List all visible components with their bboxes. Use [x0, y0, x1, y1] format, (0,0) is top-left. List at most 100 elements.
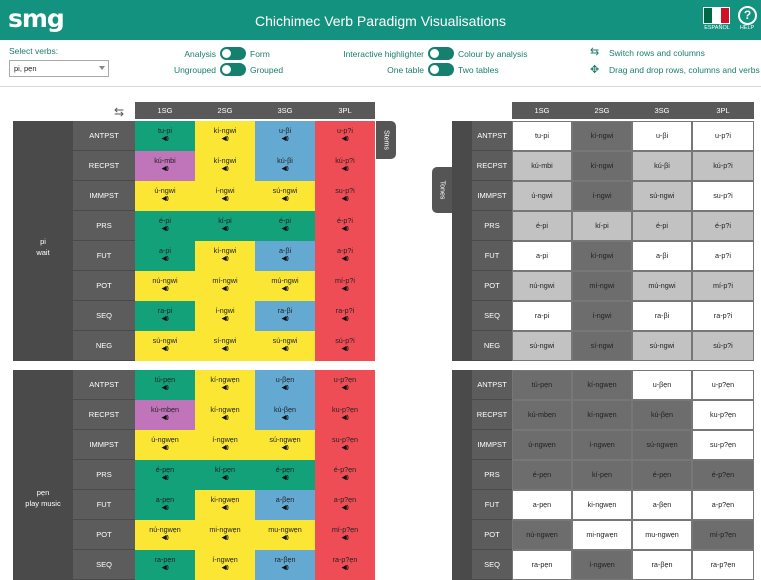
paradigm-cell[interactable]: é-pẹn ◀)): [135, 460, 195, 490]
tone-cell[interactable]: é-pẹn: [512, 460, 572, 490]
paradigm-cell[interactable]: mí-ngwi ◀)): [195, 271, 255, 301]
tone-cell[interactable]: kú-mbẹn: [512, 400, 572, 430]
row-header[interactable]: SEQ: [472, 550, 512, 580]
row-header[interactable]: NEG: [472, 331, 512, 361]
tone-cell[interactable]: kí-ngwẹn: [572, 400, 632, 430]
grouped-toggle[interactable]: [220, 63, 246, 76]
tone-cell[interactable]: mí-p?ẹn: [692, 520, 754, 550]
speaker-icon[interactable]: ◀)): [161, 166, 169, 172]
verb-label-column[interactable]: pẹn play music: [13, 370, 73, 580]
paradigm-cell[interactable]: ú-ngwi ◀)): [135, 181, 195, 211]
tone-cell[interactable]: a-pi: [512, 241, 572, 271]
paradigm-cell[interactable]: é-pẹn ◀)): [255, 460, 315, 490]
speaker-icon[interactable]: ◀)): [161, 535, 169, 541]
speaker-icon[interactable]: ◀)): [341, 196, 349, 202]
tone-cell[interactable]: ra-pẹn: [512, 550, 572, 580]
tone-cell[interactable]: é-pi: [512, 211, 572, 241]
tone-cell[interactable]: su-p?i: [692, 181, 754, 211]
paradigm-cell[interactable]: ra-βẹn ◀)): [255, 550, 315, 580]
paradigm-cell[interactable]: ki-ngwẹn ◀)): [195, 490, 255, 520]
speaker-icon[interactable]: ◀)): [221, 196, 229, 202]
speaker-icon[interactable]: ◀)): [161, 475, 169, 481]
speaker-icon[interactable]: ◀)): [221, 346, 229, 352]
tone-cell[interactable]: sú-p?i: [692, 331, 754, 361]
smg-logo[interactable]: smg: [8, 4, 65, 33]
row-header[interactable]: FUT: [73, 490, 135, 520]
paradigm-cell[interactable]: su-p?ẹn ◀)): [315, 430, 375, 460]
paradigm-cell[interactable]: nú-ngwi ◀)): [135, 271, 195, 301]
move-arrows-icon[interactable]: ✥: [590, 64, 600, 76]
tone-cell[interactable]: kú-βẹn: [632, 400, 692, 430]
row-header[interactable]: ANTPST: [472, 121, 512, 151]
paradigm-cell[interactable]: kú-βi ◀)): [255, 151, 315, 181]
row-header[interactable]: SEQ: [73, 550, 135, 580]
tone-cell[interactable]: ú-ngwẹn: [512, 430, 572, 460]
tone-cell[interactable]: tu-pi: [512, 121, 572, 151]
speaker-icon[interactable]: ◀)): [161, 226, 169, 232]
speaker-icon[interactable]: ◀)): [221, 256, 229, 262]
paradigm-cell[interactable]: ra-p?i ◀)): [315, 301, 375, 331]
tone-cell[interactable]: a-p?i: [692, 241, 754, 271]
paradigm-cell[interactable]: é-pi ◀)): [255, 211, 315, 241]
paradigm-cell[interactable]: kí-ngwi ◀)): [195, 121, 255, 151]
tone-cell[interactable]: ra-βi: [632, 301, 692, 331]
row-header[interactable]: ANTPST: [73, 370, 135, 400]
paradigm-cell[interactable]: sú-ngwi ◀)): [255, 331, 315, 361]
tab-stems[interactable]: Stems: [376, 121, 396, 159]
tone-cell[interactable]: kí-ngwi: [572, 121, 632, 151]
tone-cell[interactable]: a-pẹn: [512, 490, 572, 520]
speaker-icon[interactable]: ◀)): [221, 226, 229, 232]
paradigm-cell[interactable]: é-p?ẹn ◀)): [315, 460, 375, 490]
speaker-icon[interactable]: ◀)): [281, 286, 289, 292]
row-header[interactable]: PRS: [73, 211, 135, 241]
row-header[interactable]: POT: [472, 520, 512, 550]
tone-cell[interactable]: kí-ngwi: [572, 241, 632, 271]
speaker-icon[interactable]: ◀)): [161, 286, 169, 292]
paradigm-cell[interactable]: kí-pi ◀)): [195, 211, 255, 241]
row-header[interactable]: RECPST: [73, 400, 135, 430]
speaker-icon[interactable]: ◀)): [281, 445, 289, 451]
tone-cell[interactable]: í-ngwẹn: [572, 550, 632, 580]
tone-cell[interactable]: u-βi: [632, 121, 692, 151]
paradigm-cell[interactable]: ku-p?ẹn ◀)): [315, 400, 375, 430]
tone-cell[interactable]: mí-ngwi: [572, 271, 632, 301]
tone-cell[interactable]: nú-ngwẹn: [512, 520, 572, 550]
tone-cell[interactable]: sú-ngwi: [632, 331, 692, 361]
paradigm-cell[interactable]: kí-ngwẹn ◀)): [195, 370, 255, 400]
speaker-icon[interactable]: ◀)): [341, 415, 349, 421]
switch-rows-columns-link[interactable]: Switch rows and columns: [609, 48, 705, 58]
paradigm-cell[interactable]: ra-p?ẹn ◀)): [315, 550, 375, 580]
mexico-flag-icon[interactable]: [703, 7, 730, 24]
tone-cell[interactable]: í-ngwẹn: [572, 430, 632, 460]
tone-cell[interactable]: ra-pi: [512, 301, 572, 331]
column-header[interactable]: 1SG: [135, 102, 195, 119]
paradigm-cell[interactable]: kí-ngwẹn ◀)): [195, 400, 255, 430]
speaker-icon[interactable]: ◀)): [341, 445, 349, 451]
row-header[interactable]: FUT: [472, 241, 512, 271]
paradigm-cell[interactable]: kú-p?i ◀)): [315, 151, 375, 181]
tone-cell[interactable]: í-ngwi: [572, 181, 632, 211]
speaker-icon[interactable]: ◀)): [281, 475, 289, 481]
language-label[interactable]: ESPAÑOL: [704, 25, 730, 31]
paradigm-cell[interactable]: kí-ngwi ◀)): [195, 241, 255, 271]
switch-table-icon[interactable]: ⇆: [114, 105, 125, 119]
row-header[interactable]: NEG: [73, 331, 135, 361]
column-header[interactable]: 3PL: [315, 102, 375, 119]
paradigm-cell[interactable]: a-βi ◀)): [255, 241, 315, 271]
speaker-icon[interactable]: ◀)): [341, 286, 349, 292]
tone-cell[interactable]: nú-ngwi: [512, 271, 572, 301]
row-header[interactable]: SEQ: [73, 301, 135, 331]
row-header[interactable]: ANTPST: [472, 370, 512, 400]
speaker-icon[interactable]: ◀)): [341, 316, 349, 322]
verb-label-column[interactable]: [452, 370, 472, 580]
speaker-icon[interactable]: ◀)): [221, 385, 229, 391]
speaker-icon[interactable]: ◀)): [161, 445, 169, 451]
speaker-icon[interactable]: ◀)): [341, 505, 349, 511]
tone-cell[interactable]: mu-ngwẹn: [632, 520, 692, 550]
row-header[interactable]: PRS: [73, 460, 135, 490]
row-header[interactable]: PRS: [472, 211, 512, 241]
tone-cell[interactable]: u-βẹn: [632, 370, 692, 400]
tone-cell[interactable]: mi-ngwẹn: [572, 520, 632, 550]
tone-cell[interactable]: kí-ngwi: [572, 151, 632, 181]
tone-cell[interactable]: tú-pẹn: [512, 370, 572, 400]
